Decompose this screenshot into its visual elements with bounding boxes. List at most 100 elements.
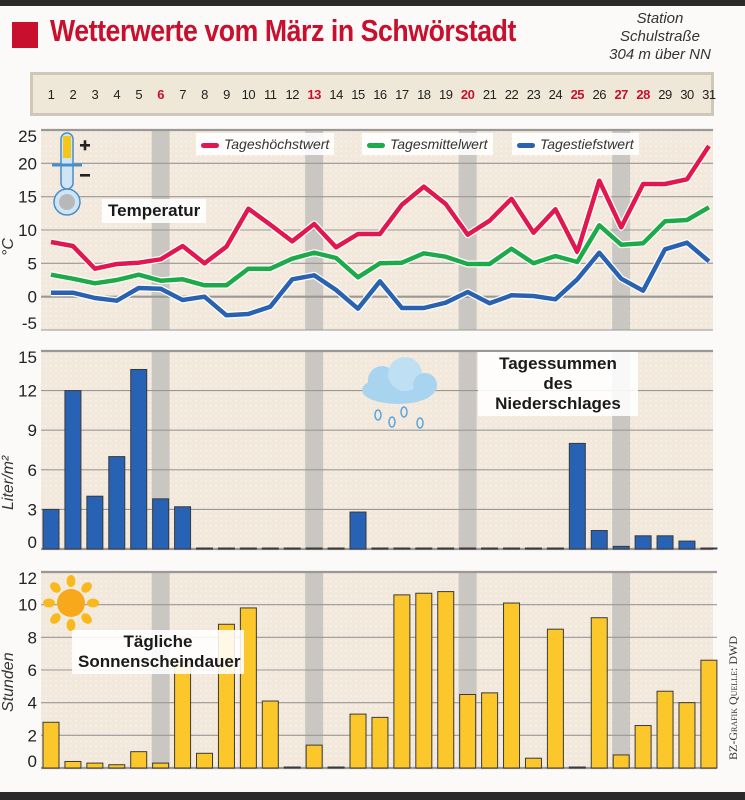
station-info: Station Schulstraße 304 m über NN (590, 10, 730, 64)
y-tick-label: 6 (28, 461, 37, 480)
raindrop-icon (400, 406, 408, 418)
y-tick-label: 3 (28, 500, 37, 519)
day-label: 24 (548, 87, 563, 102)
bar-day-25 (568, 766, 586, 769)
day-label: 21 (482, 87, 497, 102)
bar-day-18 (415, 592, 433, 769)
bar-day-21 (481, 547, 499, 550)
y-tick-label: 5 (28, 254, 37, 273)
precip-chart-title: Tagessummen des Niederschlages (478, 352, 638, 416)
day-label: 28 (636, 87, 650, 102)
sun-chart-title: Tägliche Sonnenscheindauer (72, 630, 244, 674)
bar-day-16 (371, 547, 389, 550)
source-credit: BZ-Grafik Quelle: DWD (726, 636, 740, 760)
bar-day-14 (327, 766, 345, 769)
bar-day-1 (42, 721, 60, 769)
bar-day-30 (678, 540, 696, 550)
y-tick-label: 0 (28, 533, 37, 552)
day-label: 23 (526, 87, 541, 102)
bar-day-23 (524, 757, 542, 769)
bar-day-19 (437, 547, 455, 550)
legend-swatch (201, 142, 219, 148)
raindrop-icon (416, 417, 424, 429)
bar-day-12 (283, 766, 301, 769)
bar-day-2 (64, 390, 82, 550)
bar-day-11 (261, 547, 279, 550)
bar-day-21 (481, 692, 499, 769)
y-tick-label: 2 (28, 726, 37, 745)
bar-day-13 (305, 547, 323, 550)
legend-swatch (367, 142, 385, 148)
bar-day-24 (546, 628, 564, 769)
y-tick-label: 15 (18, 188, 37, 207)
bar-day-20 (459, 547, 477, 550)
station-line-2: Schulstraße (619, 28, 701, 45)
sun-icon (43, 575, 99, 631)
day-label: 18 (417, 87, 431, 102)
day-strip: 1 2 3 4 5 6 7 8 9 10 11 12 13 14 15 16 17 18 19 20 21 22 23 24 2… (30, 72, 716, 116)
day-label: 8 (201, 87, 208, 102)
day-label: 30 (680, 87, 694, 102)
bar-day-13 (305, 744, 323, 769)
thermometer-icon (52, 132, 82, 216)
y-tick-label: 4 (28, 694, 37, 713)
bar-day-6 (152, 498, 170, 550)
day-label: 11 (264, 87, 277, 102)
bar-day-24 (546, 547, 564, 550)
day-label: 3 (91, 87, 99, 102)
y-tick-label: 9 (28, 421, 37, 440)
bar-day-26 (590, 530, 608, 550)
weekend-band (305, 351, 324, 549)
bar-day-7 (174, 661, 192, 769)
bar-day-22 (503, 602, 521, 769)
day-label: 5 (135, 87, 143, 102)
bar-day-17 (393, 594, 411, 769)
bar-day-10 (239, 547, 257, 550)
y-tick-label: 12 (18, 569, 37, 588)
rain-cloud-icon (362, 357, 437, 404)
day-label: 13 (307, 87, 321, 102)
bar-day-30 (678, 702, 696, 769)
bar-day-20 (459, 694, 477, 769)
legend-swatch (517, 142, 535, 148)
day-label: 7 (179, 87, 186, 102)
legend-label: Tageshöchstwert (224, 136, 330, 152)
raindrop-icon (388, 416, 396, 428)
y-tick-label: 25 (18, 127, 37, 146)
station-line-3: 304 m über NN (609, 46, 711, 63)
bar-day-12 (283, 547, 301, 550)
temp-axis-title: °C (0, 238, 17, 256)
bar-day-3 (86, 762, 104, 769)
bar-day-4 (108, 764, 126, 769)
bar-day-11 (261, 700, 279, 769)
y-tick-label: 12 (18, 382, 37, 401)
bar-day-22 (503, 547, 521, 550)
temp-chart-title: Temperatur (102, 199, 207, 223)
bar-day-19 (437, 591, 455, 769)
day-label: 1 (47, 87, 55, 102)
day-label: 6 (157, 87, 164, 102)
bar-day-27 (612, 754, 630, 769)
bar-day-4 (108, 456, 126, 550)
bar-day-29 (656, 535, 674, 550)
title-marker (12, 22, 38, 48)
top-border (0, 0, 745, 6)
bar-day-8 (196, 547, 214, 550)
day-label: 2 (69, 87, 77, 102)
day-label: 10 (241, 87, 256, 102)
plus-icon (80, 140, 90, 151)
y-tick-label: 10 (18, 596, 37, 615)
bar-day-17 (393, 547, 411, 550)
bar-day-5 (130, 368, 148, 550)
page-title: Wetterwerte vom März in Schwörstadt (50, 13, 516, 48)
day-label: 29 (658, 87, 672, 102)
bar-day-16 (371, 716, 389, 769)
day-label: 26 (592, 87, 607, 102)
precip-axis-title: Liter/m² (0, 455, 17, 510)
day-label: 15 (351, 87, 365, 102)
raindrop-icon (374, 409, 382, 421)
bar-day-28 (634, 725, 652, 769)
weekend-band (458, 351, 477, 549)
legend-label: Tagesmittelwert (390, 136, 488, 152)
y-tick-label: 8 (28, 628, 37, 647)
